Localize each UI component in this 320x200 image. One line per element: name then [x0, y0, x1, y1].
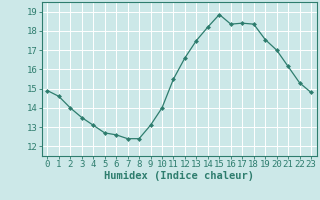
- X-axis label: Humidex (Indice chaleur): Humidex (Indice chaleur): [104, 171, 254, 181]
